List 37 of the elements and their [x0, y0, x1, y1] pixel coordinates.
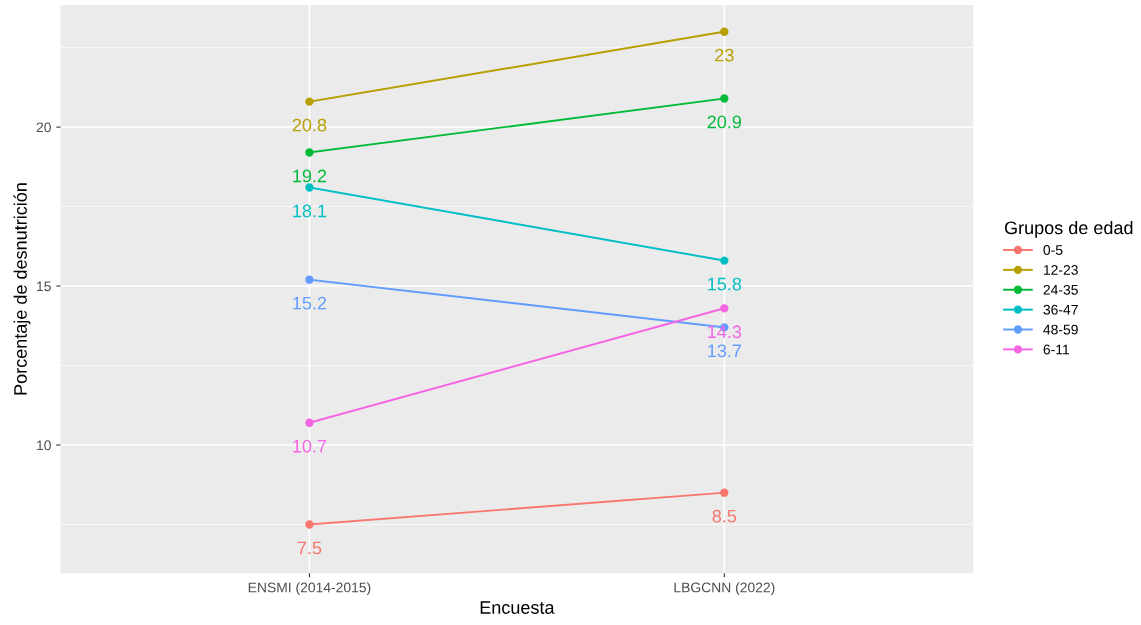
x-tick-label: LBGCNN (2022) [674, 582, 775, 596]
point [305, 97, 314, 106]
data-label: 8.5 [712, 509, 737, 523]
point [720, 256, 729, 265]
data-label: 23 [715, 48, 734, 62]
legend-label: 12-23 [1043, 265, 1078, 275]
data-label: 20.9 [707, 115, 742, 129]
point [720, 488, 729, 497]
x-axis-title: Encuesta [480, 601, 555, 614]
legend-label: 36-47 [1043, 304, 1078, 315]
point [720, 27, 729, 36]
x-tick-label: ENSMI (2014-2015) [248, 582, 371, 596]
legend-label: 48-59 [1043, 324, 1078, 335]
legend-label: 24-35 [1043, 284, 1078, 295]
y-tick-label: 15 [37, 281, 51, 292]
data-label: 18.1 [293, 204, 327, 218]
data-label: 7.5 [297, 541, 322, 555]
legend-label: 6-11 [1043, 344, 1070, 355]
data-label: 15.2 [293, 296, 327, 310]
legend-label: 0-5 [1043, 245, 1063, 255]
y-tick-label: 20 [36, 122, 51, 133]
point [305, 148, 314, 157]
data-label: 19.2 [293, 169, 327, 183]
data-label: 10.7 [293, 439, 327, 453]
point [305, 418, 314, 427]
legend-title: Grupos de edad [1004, 220, 1133, 238]
data-label: 14.3 [708, 325, 742, 339]
data-label: 13.7 [708, 344, 741, 358]
point [305, 520, 314, 529]
point [720, 94, 729, 103]
data-label: 20.8 [292, 118, 327, 132]
point [305, 275, 314, 284]
y-tick-label: 10 [37, 440, 51, 451]
data-label: 15.8 [708, 277, 742, 291]
point [720, 304, 729, 313]
y-axis-title: Porcentaje de desnutrición [13, 183, 31, 395]
point [305, 183, 314, 192]
